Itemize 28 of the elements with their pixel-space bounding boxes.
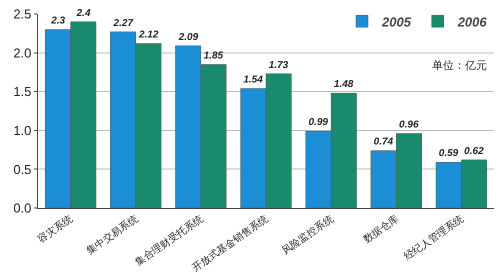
x-tick-label: 风险监控系统: [280, 212, 336, 257]
data-label: 2.4: [76, 8, 91, 19]
data-label: 1.48: [334, 79, 354, 90]
data-label: 0.62: [464, 146, 484, 157]
y-tick-label: 0.5: [13, 162, 32, 177]
y-tick-label: 0.0: [13, 200, 32, 216]
y-tick-label: 1.5: [13, 84, 32, 100]
data-label: 1.85: [204, 50, 224, 62]
x-tick-label: 经纪人管理系统: [402, 212, 466, 263]
data-label: 0.96: [399, 120, 419, 130]
y-tick-label: 2.5: [13, 6, 32, 22]
data-label: 0.99: [308, 117, 328, 128]
y-tick-label: 2.0: [13, 45, 32, 60]
legend-label: 2005: [381, 14, 412, 30]
data-label: 2.09: [178, 32, 199, 43]
legend-label: 2006: [456, 14, 488, 30]
data-label: 1.73: [268, 60, 289, 71]
data-label: 0.74: [374, 136, 394, 148]
x-tick-label: 容灾系统: [36, 212, 76, 246]
data-label: 0.59: [438, 148, 459, 160]
data-label: 2.12: [138, 29, 159, 40]
x-tick-label: 数据仓库: [361, 212, 401, 246]
data-label: 1.54: [243, 74, 264, 86]
x-tick-label: 集中交易系统: [84, 212, 140, 257]
annotation: 单位：亿元: [432, 59, 487, 72]
data-label: 2.3: [50, 16, 66, 27]
data-label: 2.27: [112, 18, 134, 29]
y-tick-label: 1.0: [13, 122, 32, 138]
